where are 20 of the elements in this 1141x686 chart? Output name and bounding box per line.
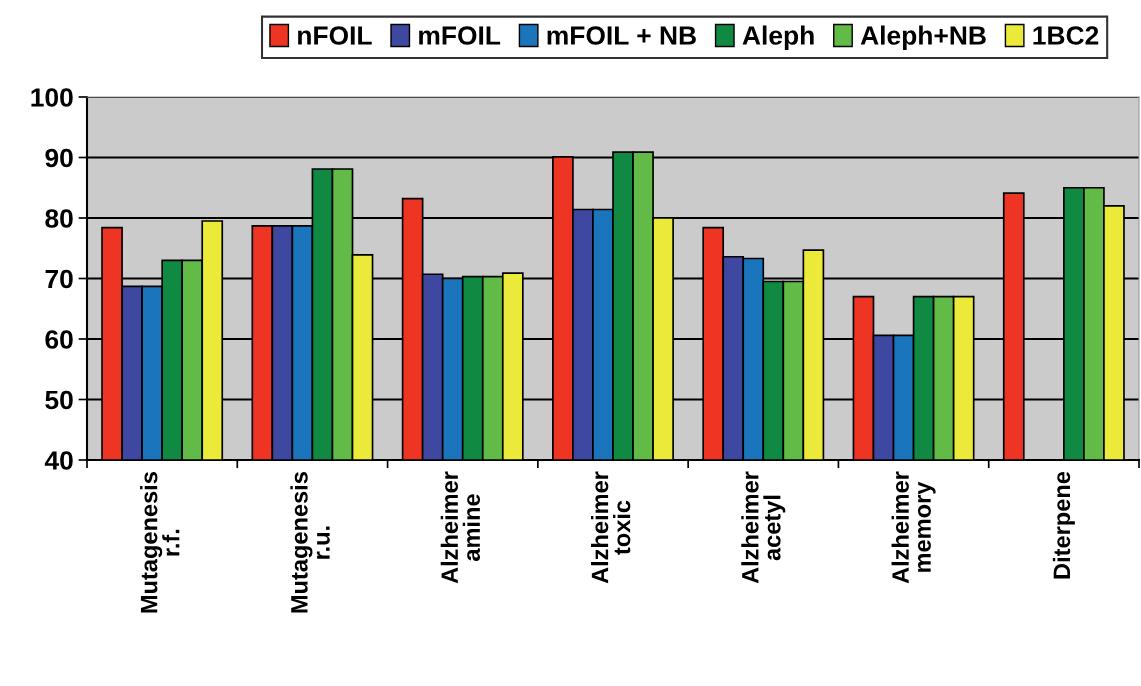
legend-label: mFOIL [419,26,501,45]
legend-label: mFOIL + NB [547,26,696,45]
x-tick-label: Alzheimer amine [440,471,481,584]
x-tick-label: Alzheimer memory [891,471,936,584]
legend-label: nFOIL [298,26,372,45]
y-tick-label: 50 [45,390,73,410]
legend-label: Aleph [742,25,814,51]
x-tick-label: Mutagenesis r.u. [290,472,330,613]
legend-label: Aleph+NB [860,25,986,51]
x-tick-label: Mutagenesis r.f. [140,472,180,613]
y-tick-label: 80 [45,209,73,228]
x-tick-label: Alzheimer acetyl [741,471,786,584]
y-tick-label: 70 [45,269,73,289]
x-tick-label: Alzheimer toxic [590,471,631,584]
y-tick-label: 90 [45,148,73,168]
x-tick-label: Diterpene [1052,471,1075,579]
y-tick-label: 40 [44,451,73,470]
y-tick-label: 100 [31,88,73,107]
legend-label: 1BC2 [1033,26,1099,45]
y-tick-label: 60 [45,330,73,349]
